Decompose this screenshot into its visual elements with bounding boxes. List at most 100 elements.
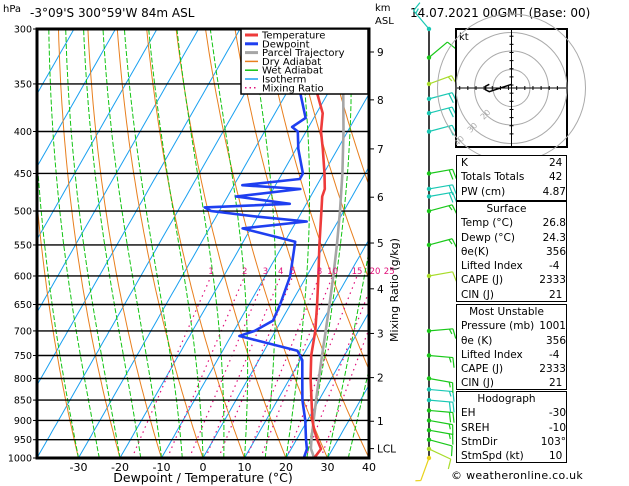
- wind-barb: [426, 446, 452, 470]
- wind-barb-staff: [428, 191, 453, 198]
- row-label: StmDir: [461, 435, 498, 448]
- row-label: Lifted Index: [461, 260, 523, 273]
- wind-barb-feather: [448, 205, 453, 211]
- wind-barb-feather: [447, 458, 452, 470]
- table-row: Lifted Index -4: [457, 348, 566, 362]
- hodograph-table-panel: Hodograph EH -30 SREH -10 StmDir 103° StmSpd (…: [456, 391, 567, 463]
- indices-panel: K 24 Totals Totals 42 PW (cm) 4.87: [456, 155, 567, 201]
- x-axis-label: Dewpoint / Temperature (°C): [113, 470, 292, 485]
- datetime-title: 14.07.2021 00GMT (Base: 00): [410, 6, 591, 20]
- pressure-tick-label: 400: [14, 127, 32, 138]
- wind-barb-feather: [451, 204, 458, 215]
- table-row: Temp (°C) 26.8: [457, 216, 566, 230]
- wind-barb: [426, 376, 454, 393]
- wind-barb: [426, 191, 457, 203]
- isotherm-line: [37, 29, 158, 241]
- pressure-unit-label: hPa: [3, 4, 22, 15]
- wet-adiabat-line: [209, 29, 249, 458]
- temperature-tick-label: 30: [321, 461, 335, 474]
- wind-barb-feather: [448, 169, 454, 180]
- row-value: 2333: [539, 274, 566, 287]
- wind-barb-staff: [428, 328, 453, 332]
- wind-barb-staff: [428, 448, 452, 460]
- table-row: SREH -10: [457, 421, 566, 435]
- height-tick-label: 9: [377, 47, 384, 59]
- wind-barb-feather: [448, 401, 452, 413]
- mixing-ratio-line: [131, 275, 212, 458]
- wind-barb-staff: [428, 238, 453, 246]
- most-unstable-panel: Most Unstable Pressure (mb) 1001 θe (K) 356…: [456, 304, 567, 390]
- height-tick-label: 4: [377, 284, 384, 296]
- legend-label: Dewpoint: [262, 39, 310, 50]
- row-label: SREH: [461, 421, 490, 434]
- table-row: EH -30: [457, 406, 566, 420]
- wind-barb: [426, 418, 454, 435]
- row-label: CAPE (J): [461, 363, 504, 376]
- wind-barb-staff: [428, 184, 453, 190]
- parcel-trajectory-line: [309, 29, 345, 458]
- wind-barb-staff: [428, 75, 452, 85]
- wind-barb-feather: [452, 184, 457, 195]
- row-value: -4: [549, 348, 560, 361]
- isotherm-line: [37, 29, 116, 168]
- wind-barb-feather: [452, 169, 457, 180]
- wind-barb-feather: [452, 391, 455, 402]
- row-value: -10: [548, 421, 566, 434]
- table-row: Totals Totals 42: [457, 170, 566, 184]
- wind-barb: [426, 428, 454, 445]
- table-row: CIN (J) 21: [457, 288, 566, 302]
- wind-barb: [426, 387, 455, 402]
- mixing-ratio-label: 25: [384, 267, 395, 277]
- wind-barb-staff: [428, 399, 453, 403]
- wind-barb-staff: [428, 168, 453, 175]
- row-value: 26.8: [542, 217, 566, 230]
- table-row: CAPE (J) 2333: [457, 362, 566, 376]
- table-row: K 24: [457, 156, 566, 170]
- dry-adiabat-line: [588, 29, 629, 458]
- wind-barb-dot: [426, 96, 432, 102]
- temperature-tick-label: 0: [200, 461, 207, 474]
- surface-title: Surface: [486, 203, 527, 215]
- wind-barb-feather: [448, 239, 453, 245]
- hodograph-table-title: Hodograph: [477, 393, 536, 405]
- mixing-ratio-label: 15: [352, 267, 363, 277]
- row-value: 356: [545, 334, 566, 347]
- row-value: 24.3: [542, 231, 566, 244]
- temperature-line: [309, 29, 327, 458]
- mixing-ratio-label: 1: [208, 267, 213, 277]
- height-tick-label: 7: [377, 144, 384, 156]
- wind-barb-staff: [428, 41, 448, 58]
- row-label: PW (cm): [461, 185, 506, 198]
- mixing-ratio-line: [166, 275, 246, 458]
- mixing-ratio-line: [246, 275, 321, 458]
- temperature-tick-label: 10: [238, 461, 252, 474]
- table-row: CIN (J) 21: [457, 376, 566, 390]
- row-value: 356: [545, 245, 566, 258]
- wind-barb-staff: [428, 354, 453, 359]
- wind-barb: [426, 41, 456, 60]
- wet-adiabat-line: [102, 29, 162, 458]
- wind-barb-staff: [413, 10, 430, 30]
- wind-barb: [426, 238, 458, 249]
- row-value: 2333: [539, 363, 566, 376]
- wind-barb-feather: [452, 271, 457, 282]
- height-tick-label: 3: [377, 328, 384, 340]
- dry-adiabat-line: [617, 29, 629, 458]
- wind-barb: [413, 2, 432, 32]
- table-row: StmSpd (kt) 10: [457, 449, 566, 463]
- height-tick-label: 6: [377, 192, 384, 204]
- row-value: 103°: [540, 435, 566, 448]
- wind-barb: [426, 353, 455, 368]
- wind-barb-feather: [447, 76, 453, 82]
- wind-barb-staff: [428, 409, 453, 414]
- wind-barb-feather: [448, 412, 452, 423]
- mixing-ratio-label: 2: [242, 267, 247, 277]
- wind-barb-feather: [448, 433, 451, 440]
- row-label: CIN (J): [461, 377, 494, 390]
- mixing-ratio-label: 4: [278, 267, 283, 277]
- mixing-ratio-line: [305, 289, 369, 458]
- temperature-tick-label: 20: [279, 461, 293, 474]
- wind-barb-feather: [448, 185, 454, 196]
- pressure-tick-label: 700: [14, 326, 32, 337]
